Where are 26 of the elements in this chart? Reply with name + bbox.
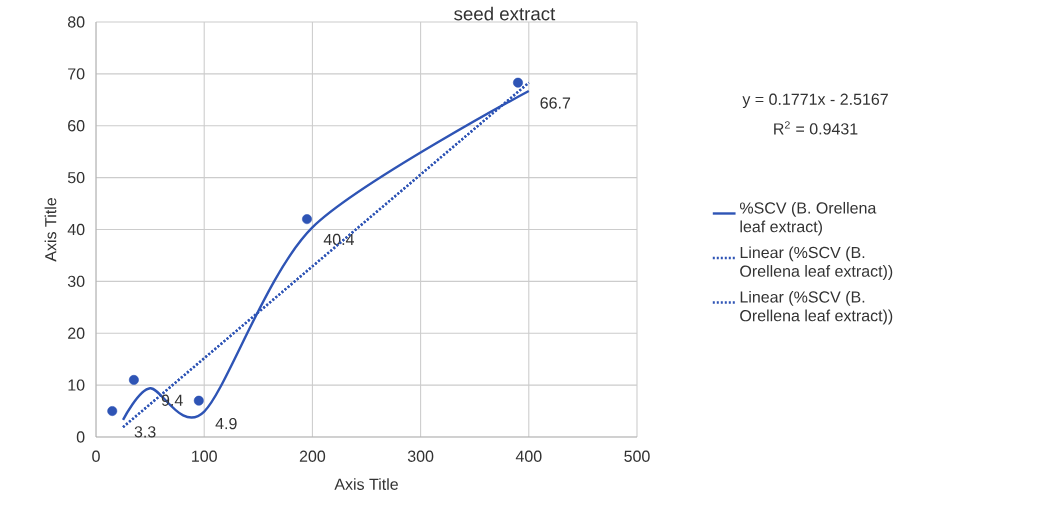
x-tick-label: 100 bbox=[192, 450, 217, 462]
y-tick-label: 20 bbox=[68, 327, 85, 339]
legend-label: Linear (%SCV (B. Orellena leaf extract)) bbox=[740, 290, 893, 325]
y-tick-label: 10 bbox=[68, 379, 85, 391]
x-tick-label: 300 bbox=[407, 450, 434, 462]
y-tick-label: 40 bbox=[67, 223, 85, 236]
legend-label: Linear (%SCV (B. Orellena leaf extract)) bbox=[740, 246, 893, 280]
x-tick-label: 200 bbox=[299, 450, 326, 462]
x-tick-label: 500 bbox=[624, 450, 650, 462]
text: R$^{2}$ = 0.9431 bbox=[774, 121, 858, 135]
text: y = 0.1771x - 2.5167 bbox=[742, 93, 888, 109]
y-tick-label: 70 bbox=[68, 68, 85, 80]
y-tick-label: 80 bbox=[67, 16, 85, 28]
y-tick-label: 0 bbox=[76, 431, 85, 443]
x-tick-label: 400 bbox=[515, 450, 542, 462]
y-tick-label: 30 bbox=[67, 275, 85, 288]
data-label: 3.3 bbox=[134, 426, 156, 438]
y-axis-title: Axis Title bbox=[44, 198, 57, 262]
x-axis-title: Axis Title bbox=[334, 478, 398, 490]
chart-title: seed extract bbox=[454, 6, 556, 21]
legend-label: %SCV (B. Orellena leaf extract) bbox=[739, 201, 877, 236]
x-tick-label: 0 bbox=[92, 450, 100, 462]
data-label: 66.7 bbox=[540, 97, 571, 109]
y-tick-label: 60 bbox=[68, 120, 85, 132]
data-label: 4.9 bbox=[215, 417, 237, 430]
y-tick-label: 50 bbox=[67, 171, 85, 184]
